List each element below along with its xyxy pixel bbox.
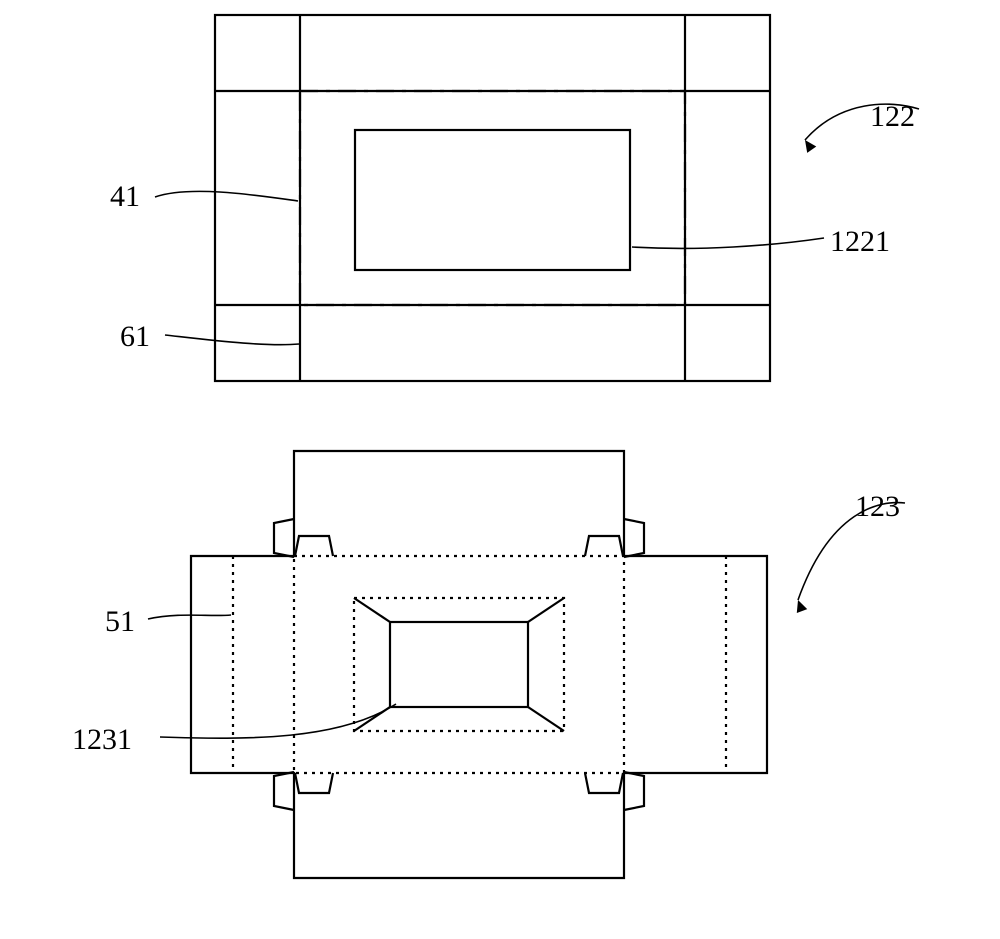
bottom-center-dots <box>294 556 624 773</box>
leader-1221 <box>632 238 824 248</box>
label-123: 123 <box>855 490 900 524</box>
label-1221: 1221 <box>830 225 890 259</box>
label-51: 51 <box>105 605 135 639</box>
label-122: 122 <box>870 100 915 134</box>
label-41: 41 <box>110 180 140 214</box>
label-61: 61 <box>120 320 150 354</box>
leader-1231 <box>160 704 396 738</box>
leader-51 <box>148 615 231 619</box>
top-outer-rect <box>215 15 770 381</box>
top-dashdot-rect <box>300 91 685 305</box>
top-inner-rect <box>355 130 630 270</box>
leader-61 <box>165 335 299 345</box>
label-1231: 1231 <box>72 723 132 757</box>
bottom-inner-solid <box>390 622 528 707</box>
leader-41 <box>155 191 298 201</box>
